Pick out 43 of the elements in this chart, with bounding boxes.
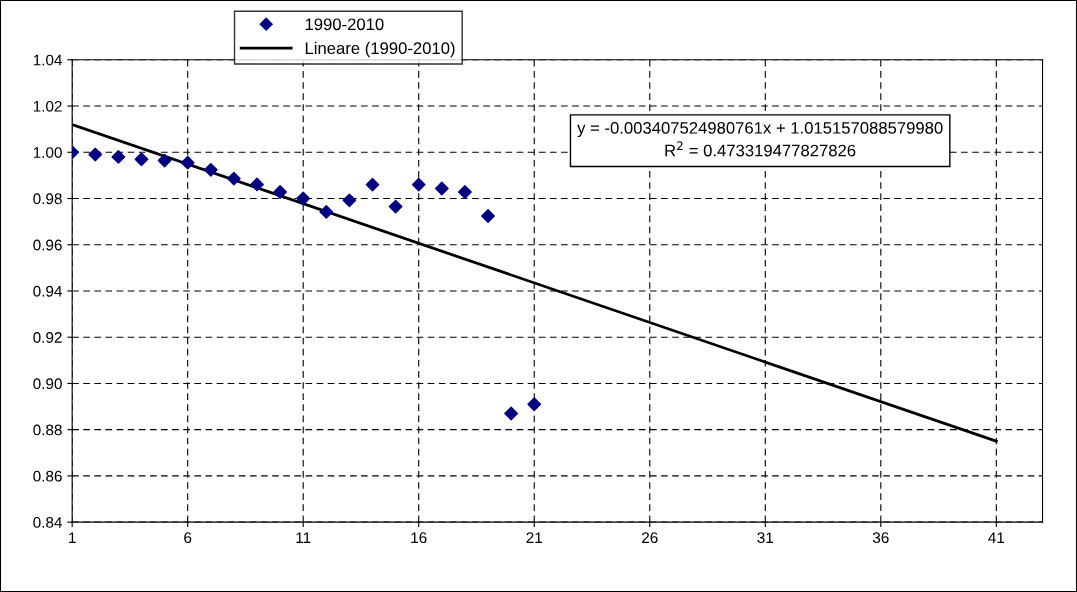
point (157, 153, 172, 168)
x-tick-label: 41 (988, 532, 1005, 543)
point (111, 149, 126, 164)
point (250, 177, 264, 192)
legend-label: Lineare (1990-2010) (305, 41, 455, 58)
y-tick-label: 1.04 (33, 54, 62, 66)
point (203, 162, 218, 177)
x-tick-label: 16 (411, 532, 427, 544)
x-tick-label: 6 (184, 532, 192, 544)
point (434, 181, 449, 196)
y-tick-label: 0.98 (33, 193, 62, 205)
y-tick-label: 1.02 (33, 100, 62, 112)
y-tick-label: 0.86 (33, 470, 62, 482)
y-tick-label: 0.96 (33, 239, 62, 251)
point (319, 204, 334, 219)
x-tick-label: 31 (757, 532, 774, 544)
point (411, 177, 426, 192)
point (88, 147, 103, 162)
point (134, 152, 149, 167)
point (273, 185, 288, 199)
point (481, 209, 495, 223)
y-tick-label: 0.84 (33, 517, 62, 528)
y-tick-label: 0.92 (33, 332, 62, 343)
y-tick-label: 0.90 (33, 378, 62, 390)
y-tick-label: 0.94 (33, 285, 62, 297)
y-tick-label: 1.00 (33, 147, 62, 158)
point (504, 406, 519, 421)
point (365, 177, 380, 192)
x-tick-label: 36 (872, 532, 889, 544)
point (342, 193, 357, 208)
legend-label: 1990-2010 (305, 18, 384, 31)
x-tick-label: 21 (526, 532, 542, 543)
x-tick-label: 26 (642, 532, 658, 544)
x-tick-label: 11 (296, 532, 311, 543)
point (527, 397, 542, 412)
y-tick-label: 0.88 (33, 424, 62, 436)
point (226, 171, 241, 186)
x-tick-label: 1 (69, 532, 76, 543)
point (388, 199, 403, 214)
point (458, 185, 472, 199)
point (296, 191, 311, 206)
annotation: y = -0.003407524980761x + 1.015157088579980 R$^{2}$ = 0.473319477827826 (577, 121, 943, 157)
point (180, 155, 195, 170)
